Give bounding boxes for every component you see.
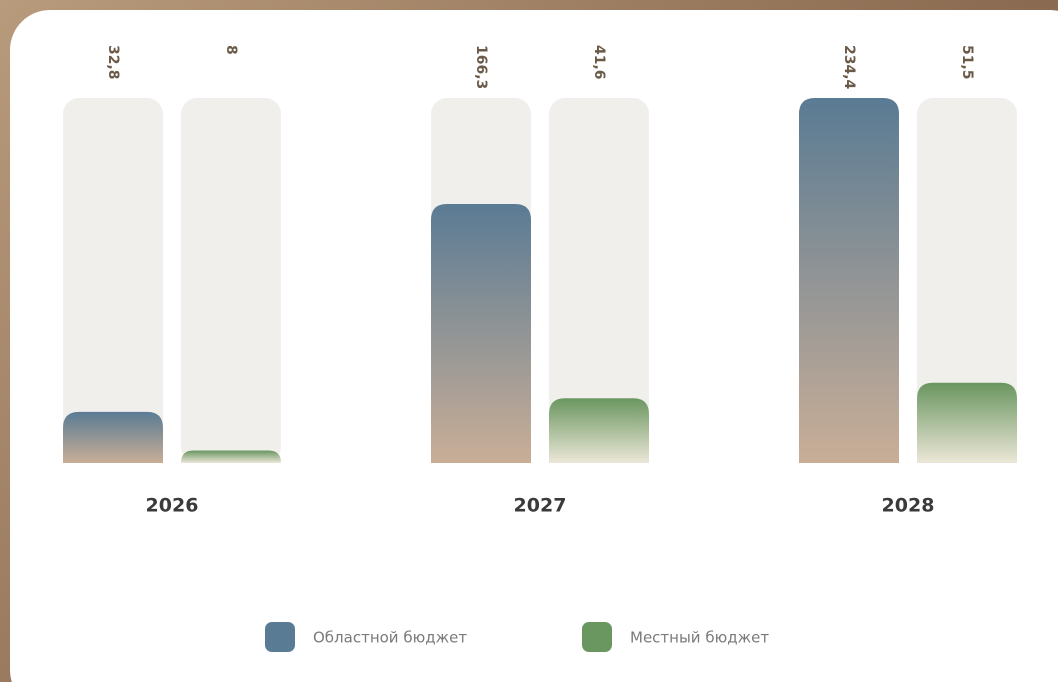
legend-label: Местный бюджет	[630, 629, 769, 647]
value-label: 51,5	[959, 45, 975, 80]
bar-track	[63, 98, 163, 463]
legend-swatch	[582, 622, 612, 652]
page: 32,8 8 2026 166,3 41,6 2027 234,4 51,5 2028 Облас…	[0, 0, 1058, 682]
value-label: 41,6	[591, 45, 607, 80]
legend-label: Областной бюджет	[313, 629, 467, 647]
value-label: 8	[223, 45, 239, 55]
chart: 32,8 8 2026 166,3 41,6 2027 234,4 51,5 2028 Облас…	[0, 0, 1058, 682]
bar	[431, 204, 531, 463]
bar	[549, 398, 649, 463]
x-tick-label: 2026	[146, 495, 199, 517]
bar	[181, 451, 281, 463]
legend-swatch	[265, 622, 295, 652]
bar-track	[181, 98, 281, 463]
bar	[63, 412, 163, 463]
x-tick-label: 2028	[882, 495, 935, 517]
card	[10, 10, 1058, 682]
bar	[799, 98, 899, 463]
value-label: 234,4	[841, 45, 857, 90]
value-label: 32,8	[105, 45, 121, 80]
value-label: 166,3	[473, 45, 489, 89]
x-tick-label: 2027	[514, 495, 567, 517]
bar	[917, 383, 1017, 463]
